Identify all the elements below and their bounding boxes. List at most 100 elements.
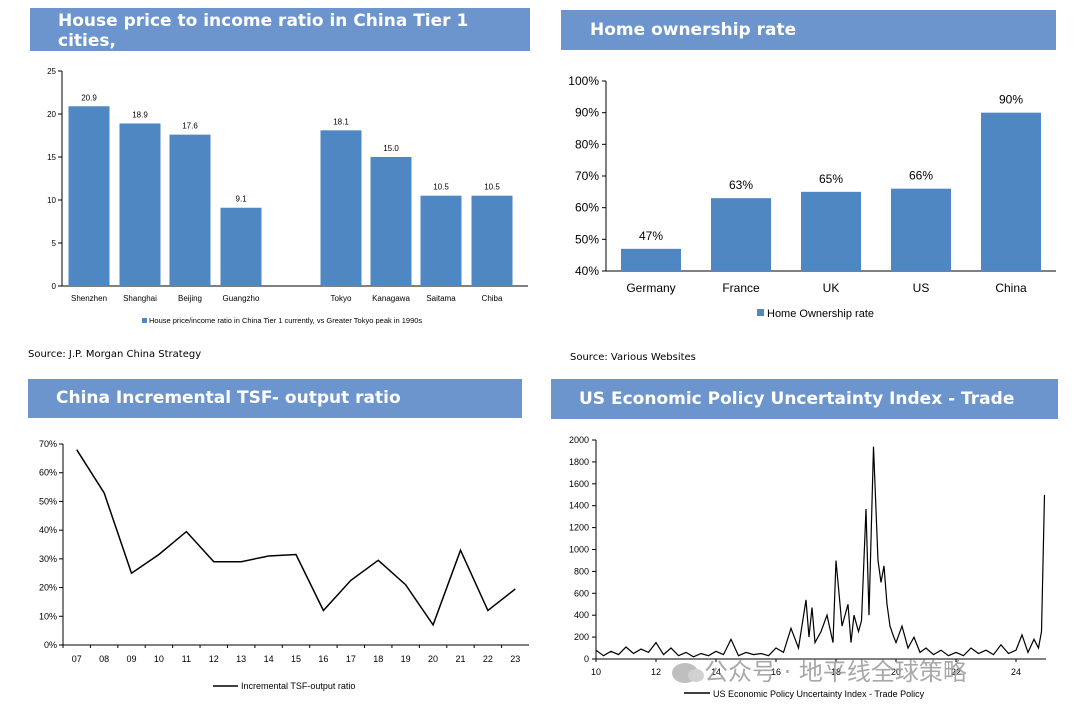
chart2-y-tick-label: 80% xyxy=(575,137,599,151)
chart4-y-tick-label: 0 xyxy=(584,654,589,664)
panel2-source: Source: Various Websites xyxy=(570,352,696,363)
chart3-x-tick-label: 09 xyxy=(127,654,137,664)
panel4-title: US Economic Policy Uncertainty Index - T… xyxy=(551,379,1058,449)
chart3-x-tick-label: 15 xyxy=(291,654,301,664)
chart2-y-tick-label: 90% xyxy=(575,106,599,120)
chart2-category-label: China xyxy=(995,281,1027,295)
chart1-value-label: 10.5 xyxy=(484,183,500,192)
watermark: 公众号 · 地平线全球策略 xyxy=(672,652,967,687)
chart1-bar-chiba xyxy=(471,195,513,286)
chart3-y-tick-label: 40% xyxy=(39,525,57,535)
chart4-x-tick-label: 14 xyxy=(711,667,721,677)
chart1-bar-shanghai xyxy=(119,123,161,287)
chart3-x-tick-label: 23 xyxy=(510,654,520,664)
chart3-y-tick-label: 20% xyxy=(39,583,57,593)
chart1-y-tick-label: 10 xyxy=(47,196,56,205)
chart1-category-label: Shenzhen xyxy=(71,294,107,303)
chart3-x-tick-label: 18 xyxy=(373,654,383,664)
panel1-source: Source: J.P. Morgan China Strategy xyxy=(28,349,202,360)
chart2-value-label: 65% xyxy=(819,172,843,186)
chart1-category-label: Saitama xyxy=(426,294,456,303)
chart2-value-label: 47% xyxy=(639,229,663,243)
chart2-y-tick-label: 40% xyxy=(575,264,599,278)
chart3-y-tick-label: 10% xyxy=(39,611,57,621)
chart3-x-tick-label: 19 xyxy=(401,654,411,664)
chart2-y-tick-label: 60% xyxy=(575,201,599,215)
chart4-y-tick-label: 1400 xyxy=(569,501,589,511)
chart3-y-tick-label: 60% xyxy=(39,468,57,478)
chart4-x-tick-label: 10 xyxy=(591,667,601,677)
panel1-title: House price to income ratio in China Tie… xyxy=(30,8,530,71)
chart2-y-tick-label: 100% xyxy=(568,74,599,88)
chart4-x-tick-label: 12 xyxy=(651,667,661,677)
chart2-legend-label: Home Ownership rate xyxy=(767,308,874,320)
chart3-x-tick-label: 20 xyxy=(428,654,438,664)
chart4-y-tick-label: 1200 xyxy=(569,523,589,533)
chart1-value-label: 17.6 xyxy=(182,122,198,131)
chart4-y-tick-label: 600 xyxy=(574,588,589,598)
chart4-y-tick-label: 2000 xyxy=(569,435,589,445)
chart2-bar-china xyxy=(981,112,1041,272)
chart3-legend-label: Incremental TSF-output ratio xyxy=(241,681,355,691)
chart1-y-tick-label: 25 xyxy=(47,67,56,76)
chart1-value-label: 9.1 xyxy=(235,195,247,204)
panel1-title-line1: House price to income ratio in China Tie… xyxy=(58,11,469,51)
chart3-x-tick-label: 22 xyxy=(483,654,493,664)
chart3-x-tick-label: 16 xyxy=(318,654,328,664)
chart1-bar-kanagawa xyxy=(370,157,412,286)
chart3-x-tick-label: 10 xyxy=(154,654,164,664)
chart4-y-tick-label: 800 xyxy=(574,566,589,576)
chart1-bar-saitama xyxy=(420,195,462,286)
chart3-x-tick-label: 21 xyxy=(455,654,465,664)
chart4-x-tick-label: 16 xyxy=(771,667,781,677)
chart1-value-label: 18.9 xyxy=(132,110,148,119)
chart3-x-tick-label: 13 xyxy=(236,654,246,664)
chart1-value-label: 20.9 xyxy=(81,93,97,102)
chart4-y-tick-label: 200 xyxy=(574,632,589,642)
chart1-legend-label: House price/income ratio in China Tier 1… xyxy=(149,316,422,325)
chart1-y-tick-label: 15 xyxy=(47,153,56,162)
chart2-value-label: 66% xyxy=(909,169,933,183)
chart3-x-tick-label: 14 xyxy=(264,654,274,664)
watermark-text: 公众号 · 地平线全球策略 xyxy=(704,658,967,686)
chart1-y-tick-label: 0 xyxy=(52,282,57,291)
chart2-y-tick-label: 50% xyxy=(575,232,599,246)
chart2-value-label: 90% xyxy=(999,93,1023,107)
chart4-x-tick-label: 18 xyxy=(831,667,841,677)
chart1-value-label: 15.0 xyxy=(383,144,399,153)
chart2-legend-swatch xyxy=(757,309,764,316)
chart1-category-label: Kanagawa xyxy=(372,294,410,303)
panel3-title: China Incremental TSF- output ratio xyxy=(28,379,522,418)
chart4-y-tick-label: 1800 xyxy=(569,457,589,467)
chart4-x-tick-label: 20 xyxy=(891,667,901,677)
chart1-legend-swatch xyxy=(142,318,147,323)
chart4-y-tick-label: 1000 xyxy=(569,545,589,555)
chart2-bar-uk xyxy=(801,191,861,271)
panel1-title-line2: vs Japan in 1990s xyxy=(58,51,226,71)
chart3-series-line xyxy=(76,449,516,627)
chart2-bar-france xyxy=(711,198,771,271)
chart3-x-tick-label: 12 xyxy=(209,654,219,664)
chart2-category-label: Germany xyxy=(626,281,675,295)
chart2-category-label: France xyxy=(722,281,760,295)
chart1-value-label: 18.1 xyxy=(333,117,349,126)
panel2-title: Home ownership rate xyxy=(561,10,1056,50)
chart1-y-tick-label: 5 xyxy=(52,239,57,248)
chart2-category-label: UK xyxy=(823,281,840,295)
chart2-bar-germany xyxy=(621,248,681,271)
chart1-value-label: 10.5 xyxy=(433,183,449,192)
chart3-y-tick-label: 50% xyxy=(39,496,57,506)
chart1-bar-beijing xyxy=(169,134,211,286)
chart2-bar-us xyxy=(891,188,951,271)
chart2-value-label: 63% xyxy=(729,178,753,192)
chart3-y-tick-label: 70% xyxy=(39,439,57,449)
chart1-category-label: Chiba xyxy=(482,294,503,303)
chart3-x-tick-label: 11 xyxy=(182,654,191,664)
chart1-category-label: Beijing xyxy=(178,294,202,303)
chart1-y-tick-label: 20 xyxy=(47,110,56,119)
chart3-y-tick-label: 0% xyxy=(44,640,57,650)
chart2-y-tick-label: 70% xyxy=(575,169,599,183)
chart4-x-tick-label: 22 xyxy=(951,667,961,677)
chart4-x-tick-label: 24 xyxy=(1011,667,1021,677)
